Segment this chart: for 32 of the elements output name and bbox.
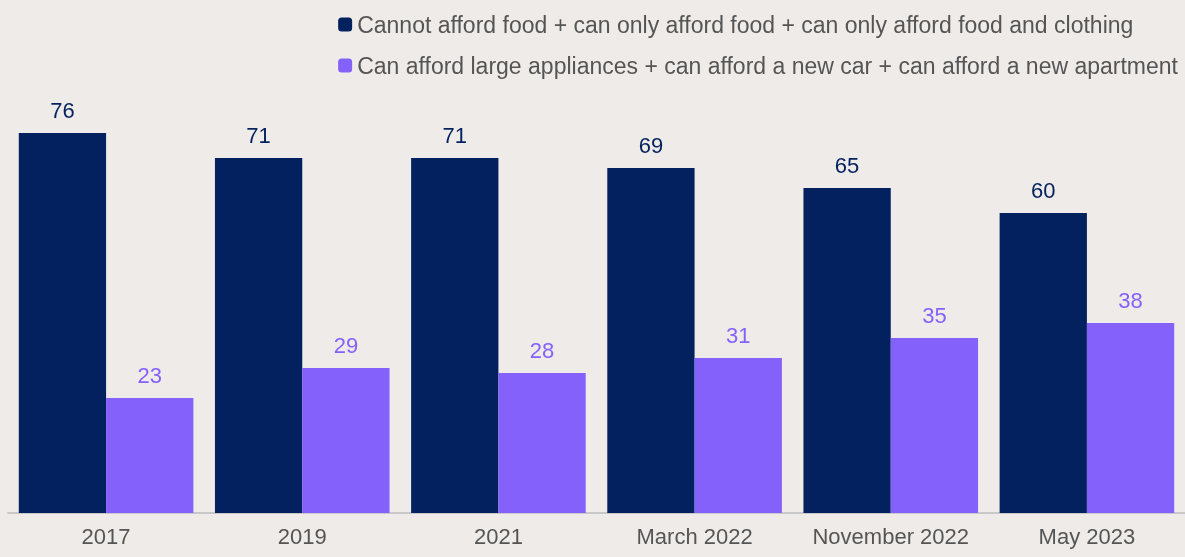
data-label: 69 <box>638 132 664 158</box>
bar <box>411 158 499 513</box>
bar <box>694 358 782 513</box>
data-label: 31 <box>725 322 751 348</box>
x-tick-label: 2019 <box>277 523 327 549</box>
bar <box>214 158 303 513</box>
bar <box>18 133 107 513</box>
data-label: 71 <box>442 122 468 148</box>
bar <box>1086 323 1175 513</box>
x-tick-label: 2021 <box>473 523 523 549</box>
legend-label: Cannot afford food + can only afford food + can only afford food and clothing <box>357 11 1134 38</box>
bar <box>890 338 979 513</box>
x-tick-label: 2017 <box>81 523 131 549</box>
data-label: 23 <box>137 362 162 388</box>
bar <box>999 213 1087 513</box>
data-label: 28 <box>529 337 555 363</box>
bar <box>106 398 194 513</box>
data-label: 60 <box>1031 177 1056 203</box>
bar <box>302 368 390 513</box>
x-tick-label: May 2023 <box>1038 523 1136 549</box>
data-label: 38 <box>1118 287 1143 313</box>
data-label: 65 <box>834 152 860 178</box>
bar <box>498 373 586 513</box>
x-tick-label: November 2022 <box>812 523 970 549</box>
data-label: 76 <box>50 97 75 123</box>
legend-label: Can afford large appliances + can afford a new car + can afford a new apartment <box>357 52 1179 79</box>
bar <box>607 168 695 513</box>
x-tick-label: March 2022 <box>636 523 753 549</box>
data-label: 29 <box>333 332 359 358</box>
data-label: 71 <box>246 122 271 148</box>
data-label: 35 <box>922 302 947 328</box>
bar <box>803 188 891 513</box>
